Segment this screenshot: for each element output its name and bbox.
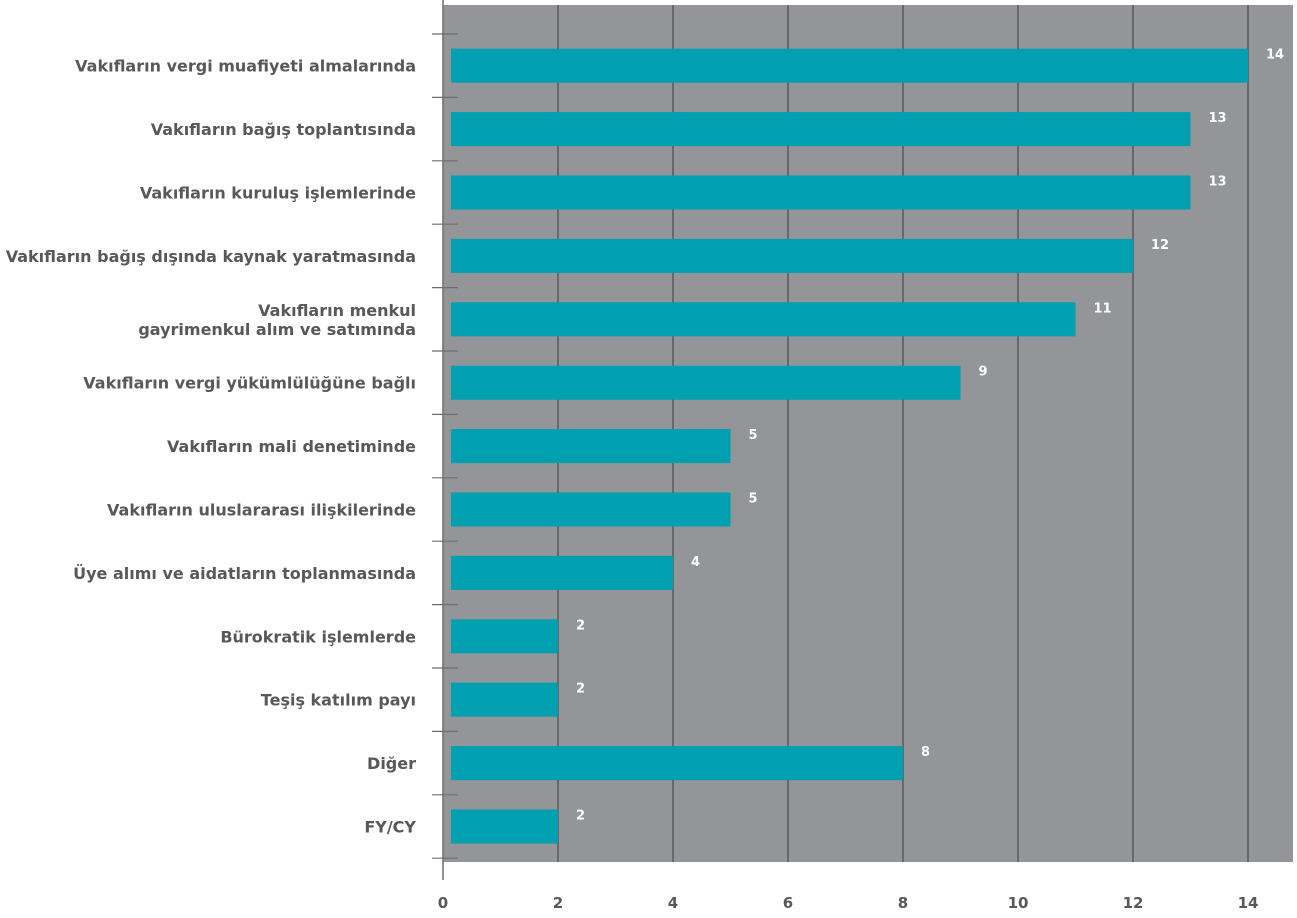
value-label: 12 — [1151, 238, 1169, 253]
bar — [451, 302, 1076, 337]
bar — [451, 112, 1191, 147]
x-tick-label: 10 — [1008, 894, 1029, 912]
category-label: gayrimenkul alım ve satımında — [138, 320, 416, 339]
value-label: 14 — [1266, 48, 1284, 63]
bar — [451, 809, 558, 844]
x-tick-label: 4 — [668, 894, 678, 912]
bar — [451, 175, 1191, 210]
value-label: 8 — [921, 745, 930, 760]
bar — [451, 619, 558, 654]
x-tick-labels: 0 2 4 6 8 10 12 14 — [438, 894, 1259, 912]
bars — [451, 48, 1248, 844]
category-labels: Vakıfların vergi muafiyeti almalarında Va… — [6, 57, 417, 837]
category-label: Vakıfların kuruluş işlemlerinde — [140, 184, 416, 203]
bar — [451, 365, 961, 400]
category-label: Diğer — [367, 754, 416, 773]
bar — [451, 238, 1133, 273]
value-labels: 14 13 13 12 11 9 5 5 4 2 2 8 2 — [576, 48, 1284, 824]
bar — [451, 555, 673, 590]
bar — [451, 492, 731, 527]
x-tick-label: 0 — [438, 894, 448, 912]
value-label: 5 — [749, 428, 758, 443]
category-label: Vakıfların vergi muafiyeti almalarında — [75, 57, 416, 76]
y-axis — [432, 0, 458, 880]
category-label: Vakıfların uluslararası ilişkilerinde — [107, 501, 416, 520]
category-label: Teşiş katılım payı — [261, 691, 416, 710]
category-label: FY/CY — [364, 818, 416, 837]
value-label: 2 — [576, 682, 585, 697]
category-label: Vakıfların menkul — [258, 301, 416, 320]
x-tick-label: 2 — [553, 894, 563, 912]
category-label: Vakıfların bağış dışında kaynak yaratmas… — [6, 247, 416, 266]
category-label: Üye alımı ve aidatların toplanmasında — [73, 564, 416, 583]
value-label: 2 — [576, 809, 585, 824]
value-label: 2 — [576, 618, 585, 633]
value-label: 9 — [979, 365, 988, 380]
category-label: Vakıfların vergi yükümlülüğüne bağlı — [83, 374, 416, 393]
bar — [451, 48, 1248, 83]
value-label: 4 — [691, 555, 700, 570]
category-label: Bürokratik işlemlerde — [220, 627, 416, 646]
bar — [451, 429, 731, 464]
category-label: Vakıfların mali denetiminde — [167, 437, 416, 456]
bar — [451, 682, 558, 717]
x-tick-label: 14 — [1238, 894, 1259, 912]
x-tick-label: 12 — [1123, 894, 1144, 912]
value-label: 13 — [1209, 111, 1227, 126]
value-label: 11 — [1094, 301, 1112, 316]
value-label: 5 — [749, 492, 758, 507]
value-label: 13 — [1209, 175, 1227, 190]
x-tick-label: 8 — [898, 894, 908, 912]
category-label: Vakıfların bağış toplantısında — [151, 120, 416, 139]
bar — [451, 746, 903, 781]
x-tick-label: 6 — [783, 894, 793, 912]
